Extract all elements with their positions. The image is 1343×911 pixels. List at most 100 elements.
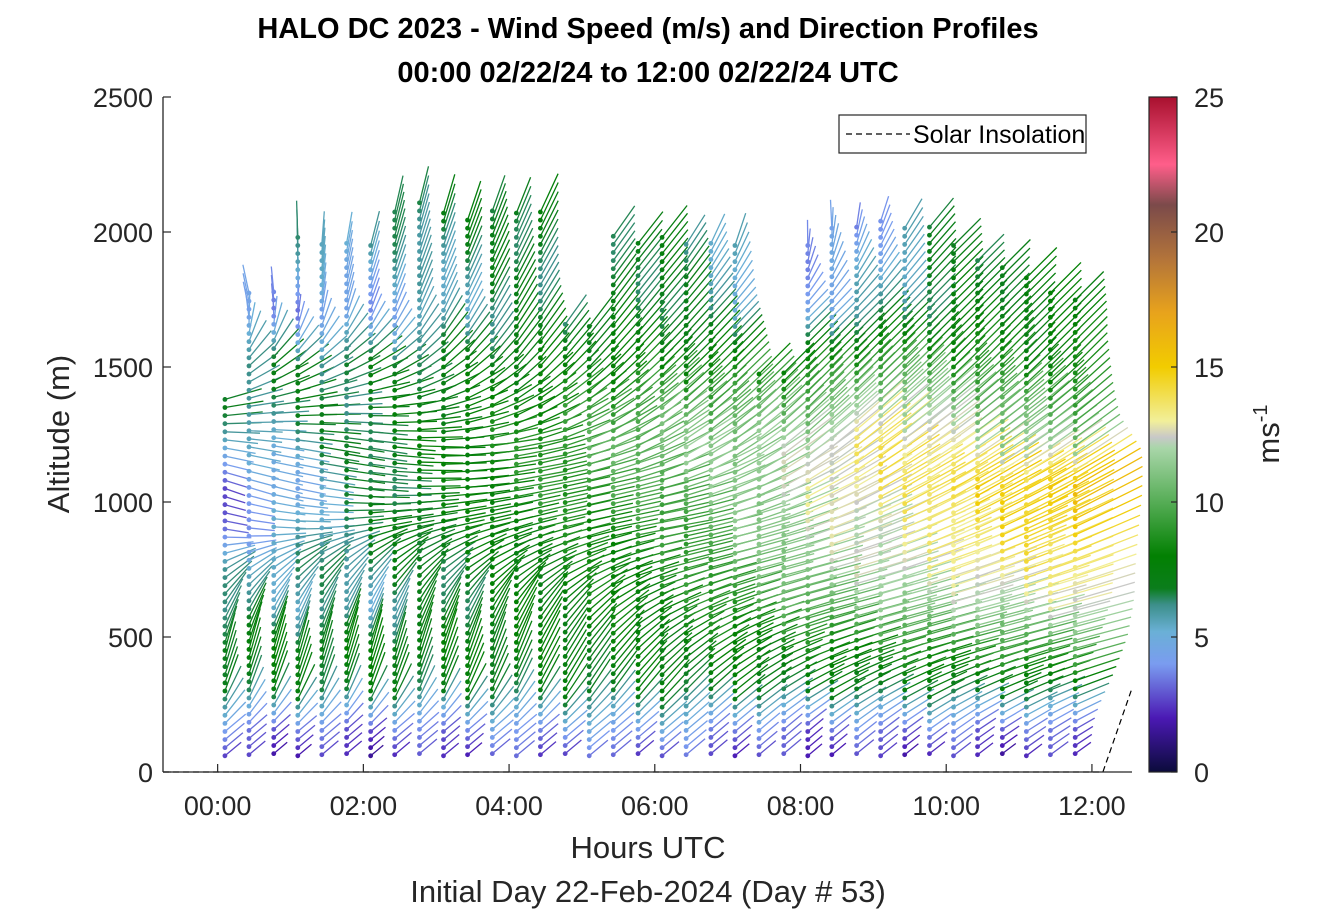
- wind-barb-tail: [977, 609, 1034, 626]
- wind-barb-point: [610, 752, 616, 758]
- wind-barb-tail: [394, 263, 407, 294]
- wind-barb-tail: [880, 725, 899, 741]
- wind-barb-tail: [710, 239, 729, 268]
- wind-barb-tail: [856, 255, 877, 285]
- wind-barb-point: [951, 550, 956, 556]
- wind-barb-tail: [443, 529, 481, 546]
- wind-barb-point: [659, 518, 665, 524]
- wind-barb-tail: [783, 342, 815, 374]
- wind-barb-point: [1023, 348, 1029, 354]
- wind-barb-tail: [904, 716, 924, 731]
- wind-barb-point: [417, 581, 422, 586]
- wind-barb-point: [465, 485, 470, 490]
- wind-barb-tail: [783, 476, 839, 504]
- wind-barb-tail: [588, 711, 613, 732]
- wind-barb-point: [902, 323, 908, 328]
- wind-barb-tail: [394, 663, 413, 699]
- wind-barb-tail: [589, 477, 637, 490]
- wind-barb-point: [489, 338, 495, 343]
- wind-barb-point: [489, 726, 495, 732]
- wind-barb-tail: [953, 225, 982, 255]
- wind-barb-point: [319, 485, 325, 490]
- wind-barb-tail: [442, 294, 463, 327]
- wind-barb-tail: [1026, 699, 1055, 716]
- wind-barb-point: [975, 290, 980, 296]
- wind-barb-point: [489, 645, 495, 651]
- wind-barb-tail: [321, 628, 334, 666]
- wind-barb-point: [635, 589, 641, 595]
- wind-barb-point: [513, 599, 519, 605]
- wind-barb-point: [975, 752, 980, 758]
- wind-barb-tail: [588, 378, 630, 409]
- wind-barb-tail: [321, 470, 357, 478]
- wind-barb-point: [878, 478, 884, 483]
- wind-barb-point: [951, 340, 956, 346]
- wind-barb-tail: [977, 380, 1020, 416]
- wind-barb-point: [417, 297, 422, 303]
- wind-barb-point: [1023, 388, 1029, 394]
- wind-barb-point: [902, 509, 908, 515]
- wind-barb-tail: [637, 625, 670, 657]
- wind-barb-point: [635, 467, 641, 473]
- wind-barb-point: [854, 654, 859, 659]
- wind-barb-tail: [345, 229, 354, 260]
- wind-barb-point: [1023, 405, 1029, 410]
- wind-barb-point: [368, 397, 374, 402]
- wind-barb-point: [513, 283, 519, 289]
- wind-barb-tail: [321, 713, 342, 731]
- wind-barb-tail: [1001, 362, 1043, 398]
- wind-barb-point: [271, 548, 277, 554]
- wind-barb-tail: [856, 332, 890, 366]
- wind-barb-point: [659, 664, 665, 670]
- wind-barb-point: [562, 654, 568, 659]
- wind-barb-point: [368, 721, 374, 726]
- wind-barb-point: [756, 533, 762, 539]
- wind-barb-tail: [856, 663, 893, 682]
- wind-barb-point: [319, 323, 325, 328]
- wind-barb-tail: [515, 629, 533, 667]
- wind-barb-tail: [346, 332, 376, 358]
- wind-barb-tail: [613, 483, 664, 497]
- wind-barb-tail: [515, 251, 536, 287]
- wind-barb-point: [465, 428, 470, 434]
- wind-barb-tail: [467, 732, 484, 748]
- wind-barb-point: [319, 282, 325, 288]
- wind-barb-point: [246, 752, 252, 758]
- wind-barb-point: [927, 532, 932, 538]
- wind-barb-point: [392, 331, 398, 336]
- wind-barb-point: [659, 640, 665, 645]
- wind-barb-tail: [394, 191, 405, 229]
- wind-barb-point: [344, 354, 349, 360]
- wind-barb-point: [441, 316, 446, 321]
- wind-barb-tail: [564, 719, 586, 738]
- wind-barb-tail: [224, 677, 244, 708]
- wind-barb-point: [562, 710, 568, 716]
- wind-barb-point: [1072, 662, 1078, 667]
- wind-barb-point: [222, 559, 228, 564]
- wind-barb-point: [902, 428, 908, 434]
- wind-barb-point: [610, 387, 616, 393]
- wind-barb-point: [708, 459, 714, 465]
- wind-barb-point: [295, 340, 301, 346]
- wind-barb-point: [999, 516, 1005, 522]
- wind-barb-tail: [880, 541, 939, 563]
- wind-barb-point: [610, 525, 616, 531]
- wind-barb-tail: [783, 738, 802, 755]
- wind-barb-tail: [734, 724, 753, 741]
- wind-barb-point: [392, 671, 398, 677]
- wind-barb-point: [781, 605, 787, 611]
- wind-barb-tail: [734, 538, 789, 554]
- wind-barb-tail: [491, 674, 513, 706]
- wind-barb-point: [829, 582, 835, 588]
- wind-barb-tail: [467, 345, 501, 375]
- wind-barb-tail: [1025, 255, 1057, 287]
- wind-barb-tail: [466, 651, 485, 691]
- wind-barb-tail: [1074, 300, 1107, 333]
- wind-barb-point: [781, 556, 787, 562]
- wind-barb-point: [732, 542, 738, 548]
- wind-barb-point: [902, 598, 908, 604]
- wind-barb-point: [805, 340, 811, 346]
- wind-barb-point: [756, 404, 762, 409]
- wind-barb-tail: [637, 632, 669, 665]
- wind-barb-tail: [516, 502, 560, 514]
